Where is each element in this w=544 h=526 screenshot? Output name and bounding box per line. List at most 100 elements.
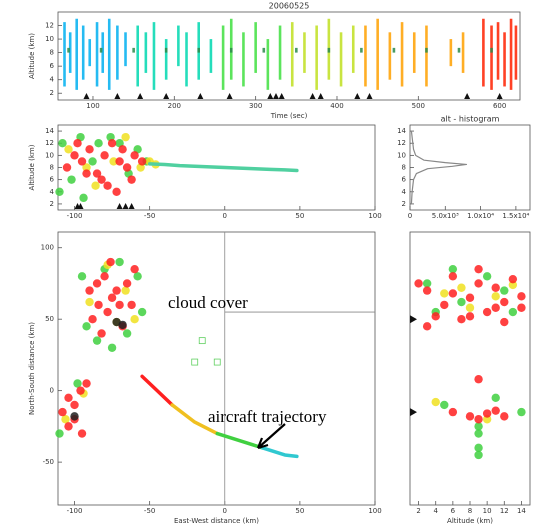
- source-point: [517, 303, 526, 312]
- station-marker: [137, 93, 144, 99]
- source-point: [55, 429, 64, 438]
- source-point: [491, 406, 500, 415]
- source-point: [106, 257, 115, 267]
- source-point: [122, 163, 132, 172]
- station-marker: [309, 93, 316, 99]
- source-point: [500, 297, 509, 307]
- station-marker: [278, 93, 285, 99]
- source-point: [77, 272, 87, 281]
- source-point: [137, 307, 147, 317]
- y-axis-label: Altitude (km): [28, 33, 36, 79]
- x-tick-label: -50: [144, 507, 155, 515]
- source-square: [198, 337, 206, 345]
- annotation-arrow: [256, 423, 286, 450]
- source-point: [517, 407, 526, 417]
- y-tick-label: 50: [45, 315, 54, 323]
- source-point: [97, 329, 106, 338]
- source-point: [448, 272, 458, 281]
- source-point: [115, 257, 124, 267]
- source-point: [457, 283, 466, 292]
- x-tick-label: 400: [330, 102, 343, 110]
- source-point: [62, 163, 72, 172]
- x-tick-label: 6: [451, 507, 456, 515]
- source-point: [64, 145, 73, 154]
- source-point: [474, 415, 483, 424]
- source-point: [73, 379, 82, 388]
- x-tick-label: 300: [249, 102, 262, 110]
- y-tick-label: 0: [50, 387, 54, 395]
- source-point: [82, 322, 91, 331]
- station-marker: [77, 203, 84, 209]
- x-tick-label: 2: [416, 507, 420, 515]
- source-point: [482, 272, 492, 281]
- source-point: [58, 407, 67, 417]
- source-point: [73, 139, 82, 148]
- source-point: [103, 181, 112, 190]
- source-point: [77, 157, 87, 166]
- station-marker: [496, 93, 503, 99]
- source-point: [82, 169, 91, 178]
- x-tick-label: 12: [500, 507, 509, 515]
- x-tick-label: 4: [433, 507, 438, 515]
- source-point: [112, 187, 121, 196]
- source-point: [465, 303, 475, 312]
- x-tick-label: 14: [517, 507, 526, 515]
- source-point: [431, 312, 440, 321]
- source-point: [77, 429, 87, 438]
- y-axis-label: Altitude (km): [28, 144, 36, 190]
- source-square: [213, 358, 221, 366]
- source-point: [70, 151, 79, 160]
- source-point: [121, 132, 130, 142]
- y-tick-label: 4: [50, 76, 55, 84]
- source-point: [448, 407, 458, 417]
- source-point: [107, 139, 117, 148]
- panel-frame: [57, 11, 521, 101]
- source-point: [76, 386, 85, 395]
- source-point: [85, 286, 94, 295]
- source-point: [109, 157, 118, 166]
- x-tick-label: 500: [412, 102, 425, 110]
- source-point: [491, 292, 500, 301]
- x-tick-label: 1.5x10⁴: [502, 212, 529, 220]
- trajectory-line: [215, 431, 265, 450]
- x-tick-label: 50: [295, 212, 304, 220]
- source-point: [94, 300, 103, 310]
- y-tick-label: 6: [402, 176, 407, 184]
- source-point: [474, 264, 483, 274]
- source-point: [121, 286, 130, 295]
- station-marker: [128, 203, 135, 209]
- source-point: [94, 139, 103, 148]
- station-marker: [410, 315, 417, 324]
- station-marker: [163, 93, 170, 99]
- x-axis-label: Time (sec): [270, 112, 308, 120]
- source-point: [414, 279, 423, 288]
- source-point: [508, 307, 518, 317]
- source-point: [474, 422, 483, 431]
- station-marker: [122, 203, 129, 209]
- station-marker: [317, 93, 324, 99]
- source-point: [88, 314, 97, 324]
- source-point: [482, 307, 492, 317]
- source-point: [474, 450, 483, 460]
- source-point: [112, 286, 121, 295]
- source-point: [64, 393, 73, 403]
- y-tick-label: 4: [50, 188, 55, 196]
- y-tick-label: 4: [402, 188, 407, 196]
- x-tick-label: 0: [408, 212, 412, 220]
- source-point: [130, 151, 139, 160]
- source-point: [91, 181, 100, 190]
- source-point: [92, 169, 102, 178]
- x-tick-label: 50: [295, 507, 304, 515]
- station-marker: [116, 203, 123, 209]
- trajectory-line: [410, 130, 468, 205]
- source-point: [457, 314, 466, 324]
- station-marker: [114, 93, 121, 99]
- trajectory-line: [147, 162, 299, 173]
- x-tick-label: 8: [468, 507, 472, 515]
- source-point: [122, 279, 132, 288]
- station-marker: [197, 93, 204, 99]
- source-point: [440, 400, 449, 410]
- y-tick-label: 14: [45, 127, 54, 135]
- source-point: [508, 274, 518, 284]
